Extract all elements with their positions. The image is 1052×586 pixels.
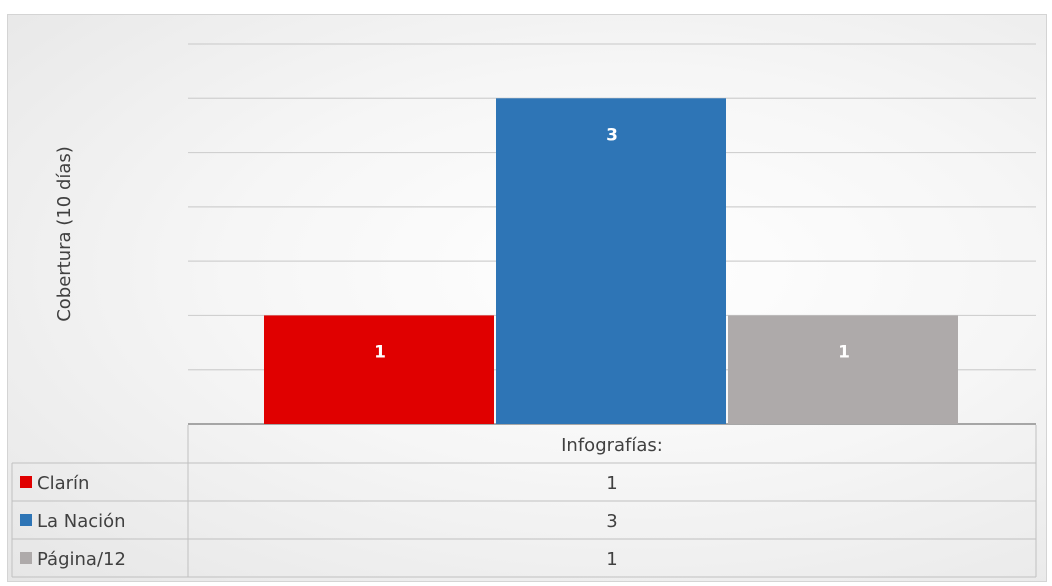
legend-label: Clarín <box>37 473 89 494</box>
y-axis-label: Cobertura (10 días) <box>54 146 75 322</box>
table-cell-value: 1 <box>606 473 617 494</box>
bars <box>264 98 958 425</box>
legend-swatch <box>20 476 32 488</box>
legend-swatch <box>20 552 32 564</box>
bar <box>264 315 494 424</box>
table-header-label: Infografías: <box>561 435 663 456</box>
data-table: Infografías: Clarín 1 La Nación 3 Página/12 1 <box>11 425 1037 578</box>
legend-label: Página/12 <box>37 549 126 570</box>
table-cell-value: 1 <box>606 549 617 570</box>
bar <box>728 315 958 424</box>
bar <box>496 98 726 425</box>
data-label: 1 <box>374 342 386 362</box>
legend-swatch <box>20 514 32 526</box>
table-cell-value: 3 <box>606 511 617 532</box>
data-label: 1 <box>838 342 850 362</box>
data-label: 3 <box>606 125 618 145</box>
data-labels: 1 3 1 <box>374 125 850 362</box>
legend-label: La Nación <box>37 511 126 532</box>
